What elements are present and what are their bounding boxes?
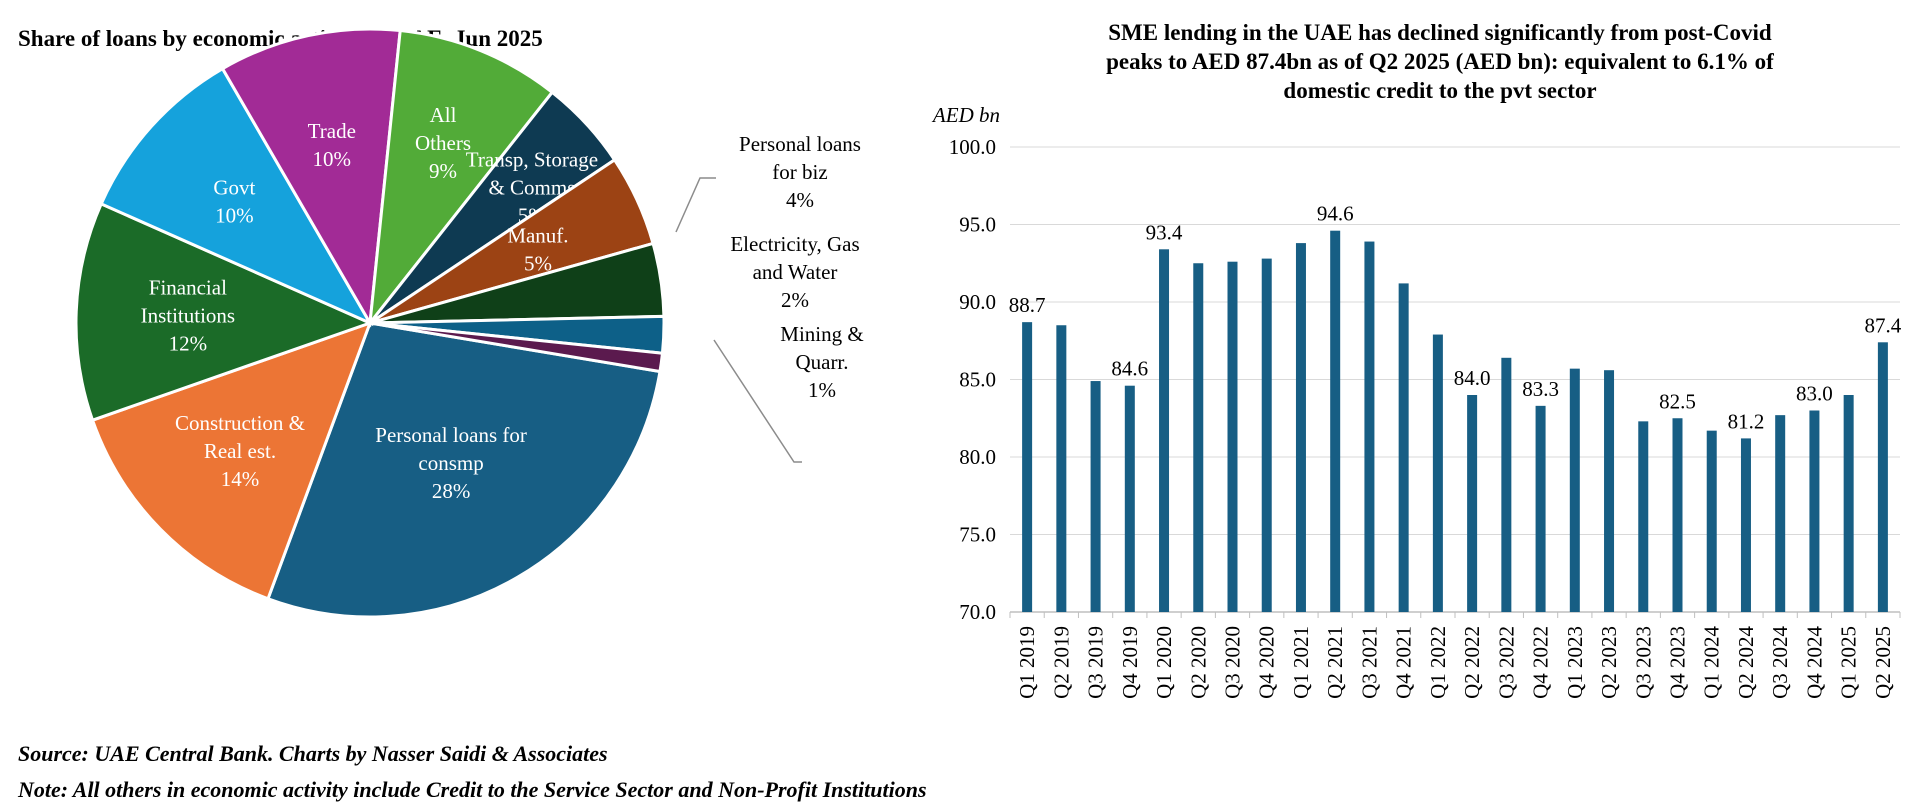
y-tick-label: 85.0 — [959, 368, 996, 392]
bar-q2-2022 — [1467, 395, 1478, 612]
bar-q3-2021 — [1364, 241, 1375, 613]
x-tick-label: Q1 2025 — [1837, 626, 1861, 699]
pie-label-govt: Govt 10% — [213, 175, 255, 227]
bar-q2-2025 — [1877, 342, 1888, 612]
x-tick-label: Q1 2019 — [1015, 626, 1039, 699]
bar-q4-2022 — [1535, 405, 1546, 612]
x-tick-label: Q2 2022 — [1460, 626, 1484, 699]
bar-title-line-2: peaks to AED 87.4bn as of Q2 2025 (AED b… — [1106, 49, 1774, 74]
pie-slice-personal-loans-for-consmp — [266, 321, 662, 619]
data-label-q2-2021: 94.6 — [1317, 202, 1354, 226]
bar-chart: AED bn 70.0 75.0 80.0 85.0 90.0 95.0 100.0 Q1 20… — [931, 103, 1902, 699]
bar-q1-2019 — [1022, 322, 1033, 612]
y-tick-label: 70.0 — [959, 600, 996, 624]
bar-q4-2021 — [1398, 283, 1409, 612]
x-tick-label: Q3 2022 — [1494, 626, 1518, 699]
bar-q1-2023 — [1569, 368, 1580, 612]
pie-slice-trade — [220, 27, 402, 328]
x-tick-label: Q1 2021 — [1289, 626, 1313, 699]
y-tick-label: 75.0 — [959, 523, 996, 547]
bar-chart-title: SME lending in the UAE has declined sign… — [990, 18, 1890, 105]
bar-q2-2020 — [1193, 263, 1204, 612]
bar-q2-2021 — [1330, 230, 1341, 612]
pie-label-personal-loans-for-consmp: Personal loans for consmp 28% — [375, 423, 527, 503]
data-label-q4-2019: 84.6 — [1111, 357, 1148, 381]
x-tick-label: Q1 2022 — [1426, 626, 1450, 699]
note-text: Note: All others in economic activity in… — [18, 777, 927, 802]
y-tick-label: 80.0 — [959, 445, 996, 469]
x-tick-label: Q2 2023 — [1597, 626, 1621, 699]
y-axis-label: AED bn — [931, 103, 1000, 127]
bar-title-line-3: domestic credit to the pvt sector — [1283, 78, 1597, 103]
x-tick-label: Q4 2021 — [1392, 626, 1416, 699]
bar-q3-2024 — [1775, 415, 1786, 612]
data-label-q4-2024: 83.0 — [1796, 382, 1833, 406]
x-tick-label: Q4 2019 — [1118, 626, 1142, 699]
source-text: Source: UAE Central Bank. Charts by Nass… — [18, 741, 608, 766]
pie-slice-construction-real-est — [90, 320, 373, 601]
data-label-q1-2019: 88.7 — [1009, 293, 1046, 317]
x-tick-label: Q4 2024 — [1802, 626, 1826, 699]
y-tick-label: 95.0 — [959, 213, 996, 237]
data-label-q4-2023: 82.5 — [1659, 389, 1696, 413]
bar-q1-2024 — [1706, 430, 1717, 612]
pie-slice-financial-institutions — [74, 201, 375, 423]
data-label-q1-2020: 93.4 — [1146, 220, 1183, 244]
bar-q3-2020 — [1227, 261, 1238, 612]
bar-q4-2023 — [1672, 418, 1683, 612]
bar-q1-2022 — [1432, 334, 1443, 612]
x-tick-label: Q1 2020 — [1152, 626, 1176, 699]
pie-label-trade: Trade 10% — [308, 119, 356, 171]
bar-q1-2021 — [1295, 243, 1306, 612]
bar-q4-2024 — [1809, 410, 1820, 612]
data-label-q2-2025: 87.4 — [1865, 313, 1902, 337]
x-tick-label: Q2 2025 — [1871, 626, 1895, 699]
data-label-q4-2022: 83.3 — [1522, 377, 1559, 401]
x-tick-label: Q3 2019 — [1084, 626, 1108, 699]
x-tick-label: Q3 2020 — [1221, 626, 1245, 699]
pie-chart: Personal loans for consmp 28% Construction … — [74, 27, 864, 619]
pie-label-manuf: Manuf. 5% — [507, 223, 568, 275]
x-tick-label: Q3 2024 — [1768, 626, 1792, 699]
bar-q2-2019 — [1056, 325, 1067, 612]
bar-q2-2024 — [1740, 438, 1751, 612]
pie-label-all-others: All Others 9% — [415, 103, 471, 183]
data-label-q2-2024: 81.2 — [1728, 409, 1765, 433]
bar-title-line-1: SME lending in the UAE has declined sign… — [1108, 20, 1772, 45]
x-tick-label: Q4 2022 — [1529, 626, 1553, 699]
pie-label-construction-real-est: Construction & Real est. 14% — [175, 411, 305, 491]
pie-label-financial-institutions: Financial Institutions 12% — [141, 276, 236, 356]
x-tick-label: Q2 2021 — [1323, 626, 1347, 699]
x-tick-label: Q3 2021 — [1357, 626, 1381, 699]
pie-slice-all-others — [367, 28, 555, 328]
y-tick-label: 90.0 — [959, 290, 996, 314]
bar-q4-2019 — [1124, 385, 1135, 612]
pie-label-personal-loans-for-biz: Personal loans for biz 4% — [739, 132, 861, 212]
bar-q3-2019 — [1090, 381, 1101, 612]
pie-slice-govt — [99, 66, 374, 327]
pie-label-mining-quarr: Mining & Quarr. 1% — [780, 322, 863, 402]
pie-slice-mining-quarr — [369, 321, 665, 374]
x-tick-label: Q1 2024 — [1700, 626, 1724, 699]
pie-label-electricity-gas-and-water: Electricity, Gas and Water 2% — [730, 232, 859, 312]
bar-q1-2020 — [1159, 249, 1170, 613]
bar-q3-2022 — [1501, 357, 1512, 612]
data-label-q2-2022: 84.0 — [1454, 366, 1491, 390]
y-tick-label: 100.0 — [949, 135, 996, 159]
x-tick-label: Q3 2023 — [1631, 626, 1655, 699]
bar-q3-2023 — [1638, 421, 1649, 612]
x-tick-label: Q4 2020 — [1255, 626, 1279, 699]
x-tick-label: Q2 2019 — [1049, 626, 1073, 699]
footer: Source: UAE Central Bank. Charts by Nass… — [18, 736, 927, 808]
leader-line-mining-quarr — [713, 339, 802, 463]
leader-line-personal-loans-for-biz — [675, 177, 716, 233]
bar-q1-2025 — [1843, 395, 1854, 612]
bar-q4-2020 — [1261, 258, 1272, 612]
x-tick-label: Q2 2024 — [1734, 626, 1758, 699]
x-tick-label: Q1 2023 — [1563, 626, 1587, 699]
x-tick-label: Q4 2023 — [1666, 626, 1690, 699]
bar-q2-2023 — [1604, 370, 1615, 612]
x-tick-label: Q2 2020 — [1186, 626, 1210, 699]
